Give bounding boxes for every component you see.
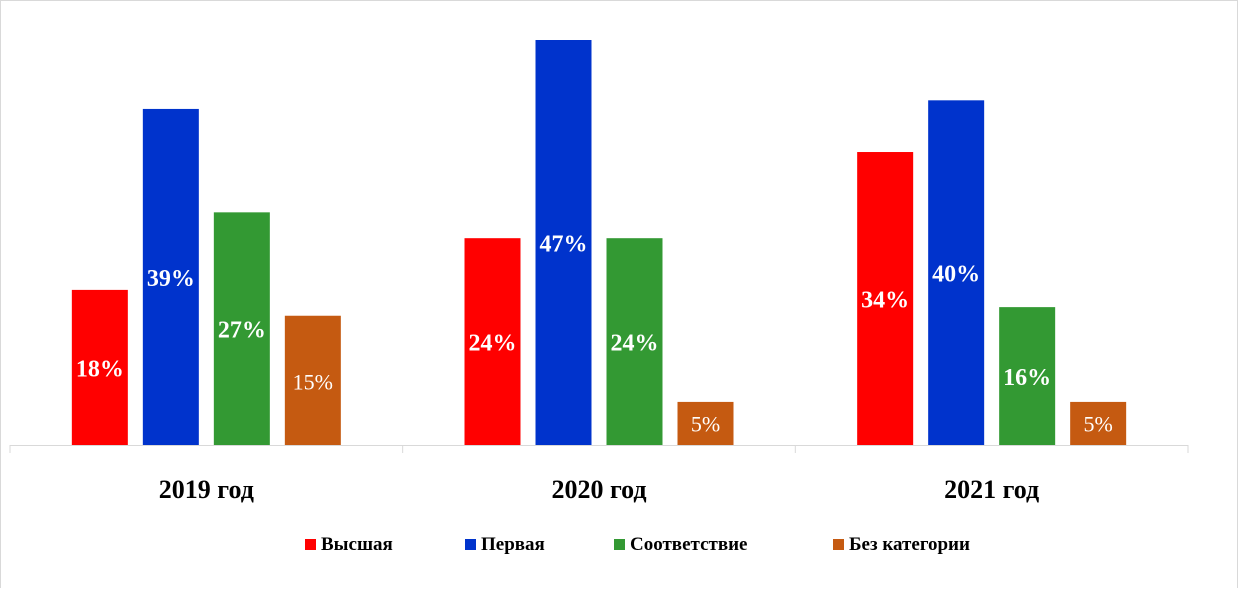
legend-swatch-без-категории bbox=[833, 539, 844, 550]
data-label-высшая-2: 24% bbox=[469, 331, 517, 357]
bar-соответствие-3 bbox=[999, 307, 1056, 445]
category-label-3: 2021 год bbox=[944, 475, 1039, 504]
bars-layer: 18% 39% 27% 15% 24% 47% 24% 5% 34% 40% 16% 5% bbox=[71, 40, 1127, 446]
data-label-без-категории-3: 5% bbox=[1084, 411, 1113, 436]
data-label-соответствие-2: 24% bbox=[611, 331, 659, 357]
data-label-первая-1: 39% bbox=[147, 266, 195, 292]
bar-первая-1 bbox=[142, 108, 199, 446]
data-label-первая-3: 40% bbox=[932, 262, 980, 288]
category-labels: 2019 год 2020 год 2021 год bbox=[159, 475, 1039, 504]
data-label-первая-2: 47% bbox=[540, 232, 588, 258]
legend-label-соответствие: Соответствие bbox=[630, 534, 747, 555]
x-axis bbox=[9, 445, 1189, 453]
data-label-соответствие-1: 27% bbox=[218, 318, 266, 344]
category-label-1: 2019 год bbox=[159, 475, 254, 504]
bar-без-категории-1 bbox=[284, 315, 341, 445]
bar-высшая-2 bbox=[464, 238, 521, 445]
data-label-без-категории-2: 5% bbox=[691, 411, 720, 436]
bar-первая-2 bbox=[535, 40, 592, 445]
legend-swatch-первая bbox=[465, 539, 476, 550]
data-label-соответствие-3: 16% bbox=[1003, 365, 1051, 391]
legend-swatch-соответствие bbox=[614, 539, 625, 550]
legend: Высшая Первая Соответствие Без категории bbox=[305, 534, 970, 555]
legend-swatch-высшая bbox=[305, 539, 316, 550]
bar-без-категории-2 bbox=[677, 401, 734, 445]
bar-без-категории-3 bbox=[1070, 401, 1127, 445]
bar-высшая-3 bbox=[857, 152, 914, 445]
legend-label-без-категории: Без категории bbox=[849, 534, 970, 555]
bar-первая-3 bbox=[928, 100, 985, 445]
legend-label-первая: Первая bbox=[481, 534, 545, 555]
data-label-высшая-1: 18% bbox=[76, 356, 124, 382]
bar-соответствие-2 bbox=[606, 238, 663, 445]
data-label-высшая-3: 34% bbox=[861, 288, 909, 314]
bar-высшая-1 bbox=[71, 289, 128, 445]
bar-соответствие-1 bbox=[213, 212, 270, 445]
legend-label-высшая: Высшая bbox=[321, 534, 393, 555]
category-label-2: 2020 год bbox=[551, 475, 646, 504]
data-label-без-категории-1: 15% bbox=[293, 369, 333, 394]
